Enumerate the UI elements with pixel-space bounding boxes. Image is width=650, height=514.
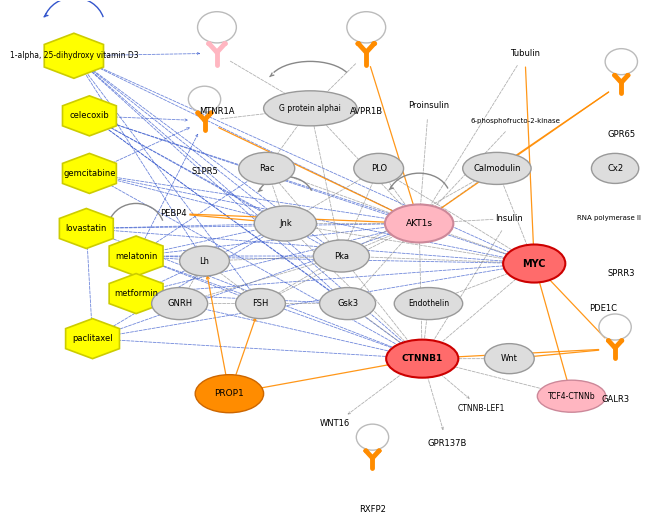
Circle shape (599, 314, 631, 340)
Ellipse shape (151, 287, 207, 320)
Text: TCF4-CTNNb: TCF4-CTNNb (548, 392, 595, 401)
Circle shape (356, 424, 389, 450)
Text: Tubulin: Tubulin (510, 49, 540, 58)
Ellipse shape (264, 91, 357, 126)
Polygon shape (109, 273, 163, 314)
Circle shape (626, 74, 630, 77)
Circle shape (377, 449, 382, 452)
Text: S1PR5: S1PR5 (191, 167, 218, 176)
Ellipse shape (239, 152, 294, 185)
Circle shape (347, 12, 385, 43)
Ellipse shape (386, 340, 458, 378)
Text: Gsk3: Gsk3 (337, 299, 358, 308)
Circle shape (605, 49, 638, 75)
Circle shape (198, 12, 237, 43)
Polygon shape (62, 96, 116, 136)
Text: PDE1C: PDE1C (589, 304, 617, 313)
Ellipse shape (395, 287, 463, 320)
Ellipse shape (484, 344, 534, 374)
Text: Pka: Pka (334, 251, 349, 261)
Polygon shape (109, 236, 163, 276)
Text: SPRR3: SPRR3 (608, 269, 635, 278)
Text: celecoxib: celecoxib (70, 112, 109, 120)
Text: Rac: Rac (259, 164, 274, 173)
Ellipse shape (354, 153, 404, 183)
Text: gemcitabine: gemcitabine (63, 169, 116, 178)
Circle shape (222, 42, 227, 46)
Ellipse shape (254, 206, 317, 241)
Text: GPR65: GPR65 (607, 130, 635, 139)
Circle shape (207, 42, 212, 46)
Ellipse shape (503, 245, 566, 283)
Text: CTNNB-LEF1: CTNNB-LEF1 (458, 404, 505, 413)
Text: 1-alpha, 25-dihydroxy vitamin D3: 1-alpha, 25-dihydroxy vitamin D3 (10, 51, 138, 60)
Ellipse shape (195, 375, 264, 413)
Text: Calmodulin: Calmodulin (473, 164, 521, 173)
Circle shape (196, 111, 200, 115)
Text: RNA polymerase II: RNA polymerase II (577, 215, 641, 222)
Text: RXFP2: RXFP2 (359, 505, 386, 514)
Text: Cx2: Cx2 (607, 164, 623, 173)
Text: GPR137B: GPR137B (428, 439, 467, 448)
Ellipse shape (592, 153, 639, 183)
Polygon shape (66, 319, 120, 359)
Circle shape (619, 339, 624, 342)
Ellipse shape (179, 246, 229, 276)
Text: GNRH: GNRH (167, 299, 192, 308)
Text: MTNR1A: MTNR1A (199, 107, 235, 116)
Text: melatonin: melatonin (115, 251, 157, 261)
Text: Lh: Lh (200, 256, 209, 266)
Text: metformin: metformin (114, 289, 158, 298)
Text: FSH: FSH (252, 299, 268, 308)
Text: PEBP4: PEBP4 (160, 209, 187, 218)
Polygon shape (62, 153, 116, 193)
Text: PROP1: PROP1 (214, 389, 244, 398)
Text: Wnt: Wnt (501, 354, 518, 363)
Circle shape (612, 74, 617, 77)
Circle shape (606, 339, 610, 342)
Text: G protein alphai: G protein alphai (280, 104, 341, 113)
Circle shape (364, 449, 368, 452)
Ellipse shape (313, 240, 369, 272)
Text: AKT1s: AKT1s (406, 219, 433, 228)
Ellipse shape (463, 152, 531, 185)
Text: paclitaxel: paclitaxel (72, 334, 113, 343)
Text: 6-phosphofructo-2-kinase: 6-phosphofructo-2-kinase (471, 118, 560, 124)
Text: lovastatin: lovastatin (66, 224, 107, 233)
Circle shape (372, 42, 377, 46)
Text: AVPR1B: AVPR1B (350, 107, 383, 116)
Circle shape (356, 42, 361, 46)
Text: PLO: PLO (370, 164, 387, 173)
Text: Endothelin: Endothelin (408, 299, 449, 308)
Text: Proinsulin: Proinsulin (408, 101, 449, 111)
Text: Insulin: Insulin (495, 214, 523, 223)
Ellipse shape (320, 287, 376, 320)
Polygon shape (59, 209, 113, 248)
Polygon shape (44, 33, 103, 78)
Text: GALR3: GALR3 (601, 395, 629, 404)
Ellipse shape (385, 205, 453, 243)
Text: Jnk: Jnk (279, 219, 292, 228)
Text: MYC: MYC (523, 259, 546, 268)
Circle shape (188, 86, 221, 112)
Text: CTNNB1: CTNNB1 (402, 354, 443, 363)
Text: WNT16: WNT16 (320, 419, 350, 428)
Ellipse shape (235, 288, 285, 319)
Ellipse shape (538, 380, 606, 412)
Circle shape (209, 111, 213, 115)
